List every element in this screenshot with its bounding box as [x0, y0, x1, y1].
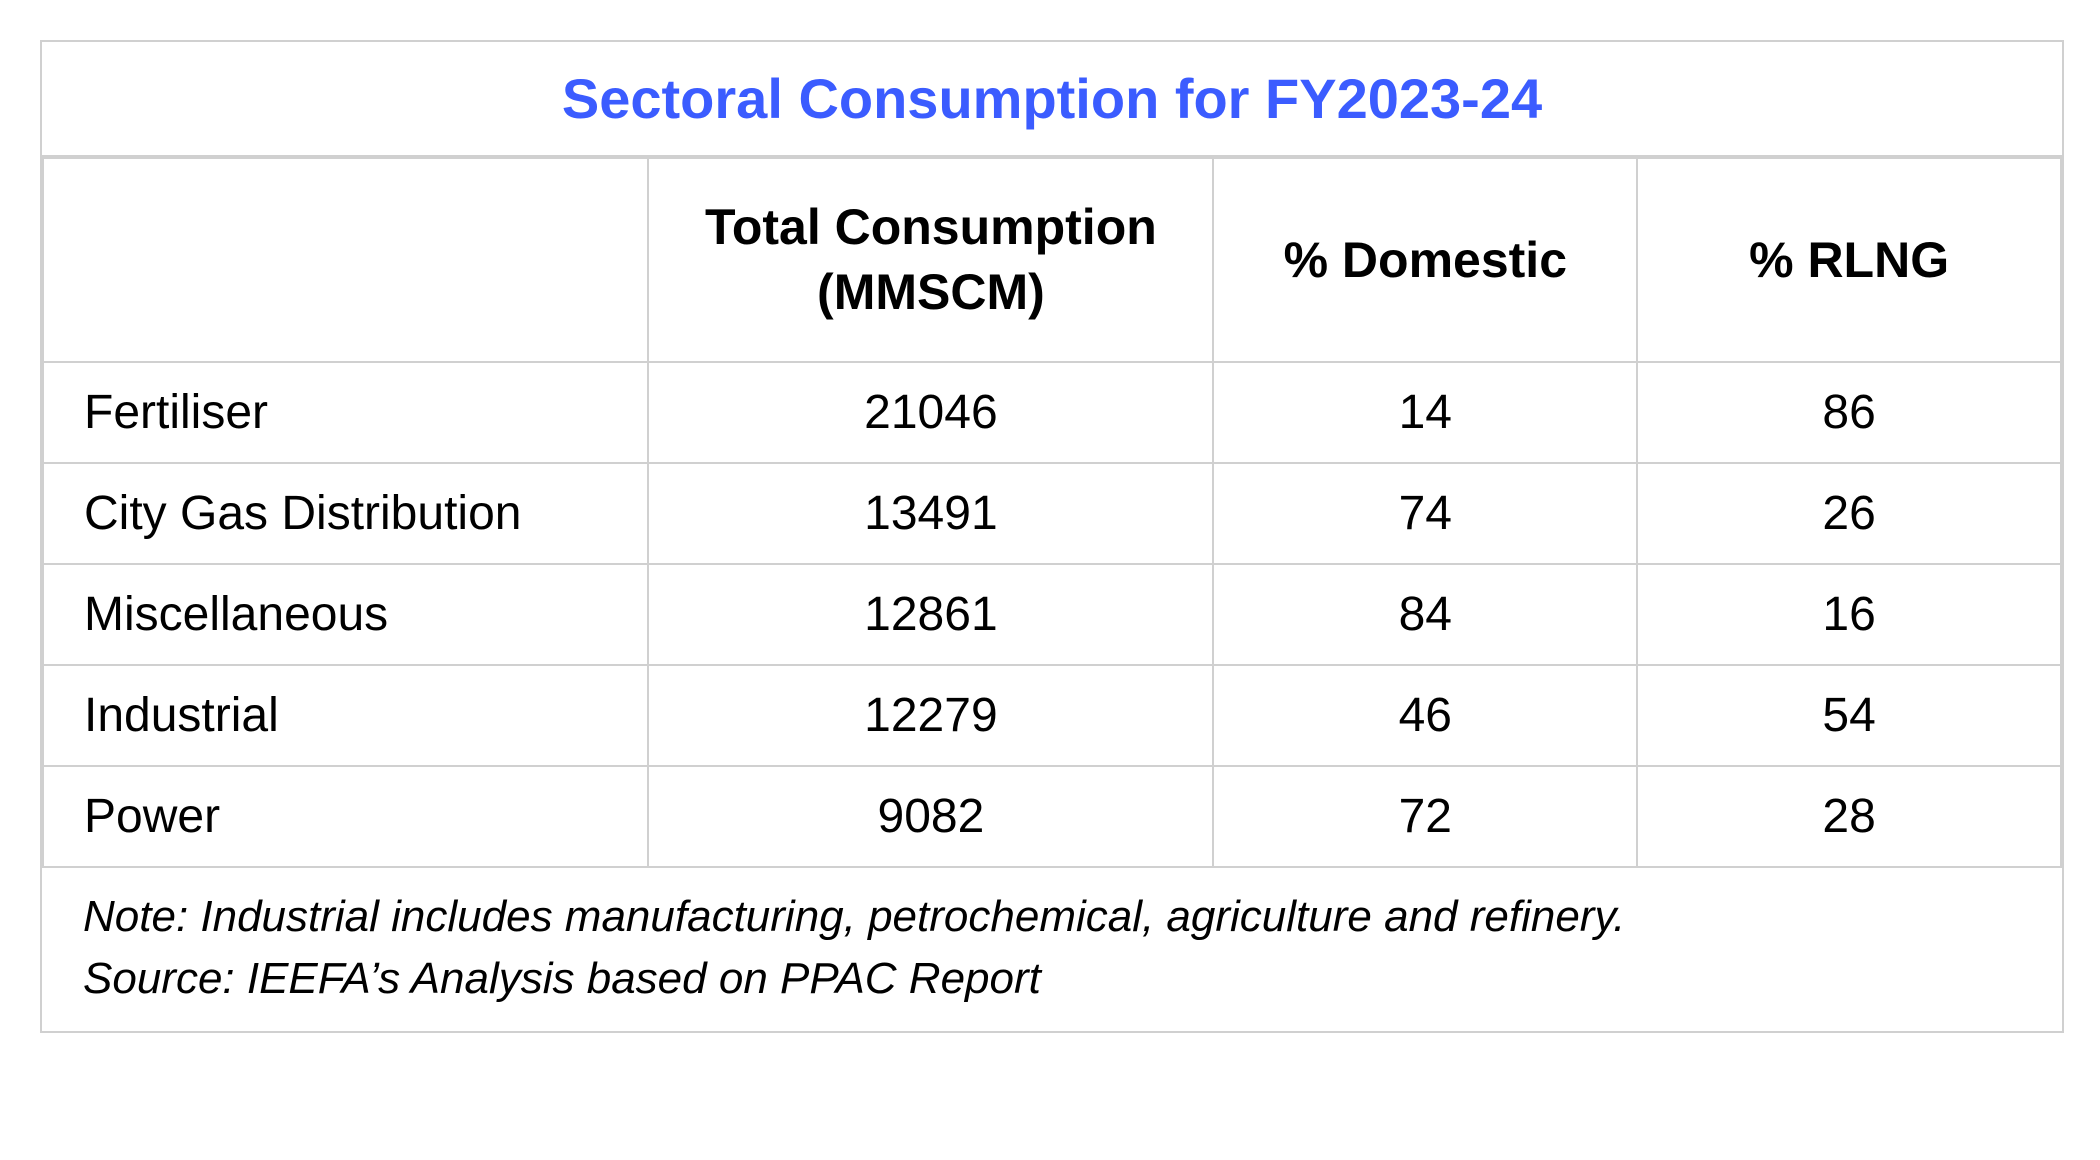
header-row: Total Consumption (MMSCM) % Domestic % R… [43, 158, 2061, 362]
header-total: Total Consumption (MMSCM) [648, 158, 1213, 362]
cell-sector: City Gas Distribution [43, 463, 648, 564]
cell-sector: Power [43, 766, 648, 867]
cell-domestic: 72 [1213, 766, 1637, 867]
table-row: City Gas Distribution 13491 74 26 [43, 463, 2061, 564]
cell-total: 21046 [648, 362, 1213, 463]
table-row: Power 9082 72 28 [43, 766, 2061, 867]
cell-domestic: 84 [1213, 564, 1637, 665]
cell-rlng: 26 [1637, 463, 2061, 564]
cell-rlng: 86 [1637, 362, 2061, 463]
cell-total: 12861 [648, 564, 1213, 665]
table-row: Industrial 12279 46 54 [43, 665, 2061, 766]
footer-note: Note: Industrial includes manufacturing,… [83, 886, 2021, 948]
footer-cell: Note: Industrial includes manufacturing,… [43, 867, 2061, 1031]
cell-domestic: 46 [1213, 665, 1637, 766]
cell-rlng: 54 [1637, 665, 2061, 766]
table-row: Fertiliser 21046 14 86 [43, 362, 2061, 463]
cell-total: 9082 [648, 766, 1213, 867]
footer-source: Source: IEEFA’s Analysis based on PPAC R… [83, 948, 2021, 1010]
header-domestic: % Domestic [1213, 158, 1637, 362]
table-title-row: Sectoral Consumption for FY2023-24 [42, 42, 2062, 157]
cell-domestic: 74 [1213, 463, 1637, 564]
cell-domestic: 14 [1213, 362, 1637, 463]
data-table: Total Consumption (MMSCM) % Domestic % R… [42, 157, 2062, 1031]
cell-total: 12279 [648, 665, 1213, 766]
cell-total: 13491 [648, 463, 1213, 564]
header-sector [43, 158, 648, 362]
cell-rlng: 16 [1637, 564, 2061, 665]
table-title: Sectoral Consumption for FY2023-24 [562, 67, 1542, 130]
cell-sector: Industrial [43, 665, 648, 766]
cell-sector: Miscellaneous [43, 564, 648, 665]
table-row: Miscellaneous 12861 84 16 [43, 564, 2061, 665]
footer-row: Note: Industrial includes manufacturing,… [43, 867, 2061, 1031]
header-rlng: % RLNG [1637, 158, 2061, 362]
sectoral-consumption-table: Sectoral Consumption for FY2023-24 Total… [40, 40, 2064, 1033]
cell-rlng: 28 [1637, 766, 2061, 867]
cell-sector: Fertiliser [43, 362, 648, 463]
